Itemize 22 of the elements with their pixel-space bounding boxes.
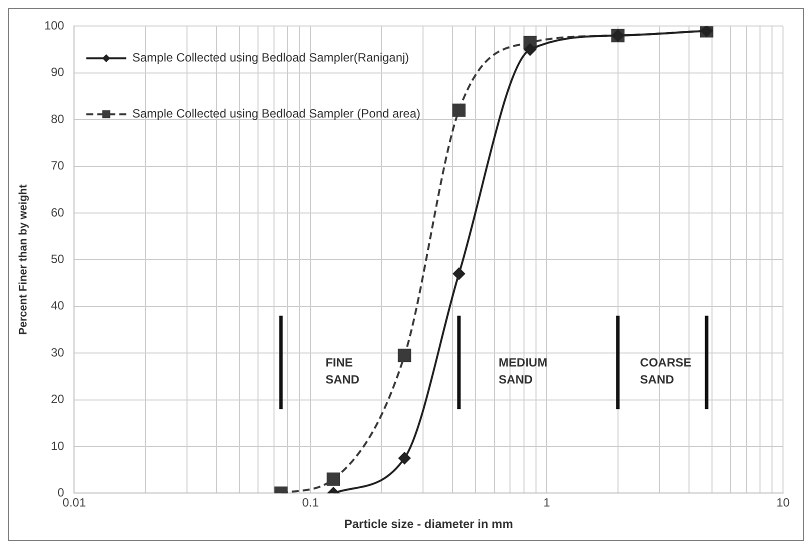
x-axis-title: Particle size - diameter in mm <box>344 517 513 532</box>
y-tick-label: 50 <box>50 252 65 266</box>
x-tick-label: 0.01 <box>62 496 86 510</box>
y-tick-label: 70 <box>50 158 65 173</box>
annotation: FINE SAND <box>325 356 360 387</box>
y-tick-label: 10 <box>50 438 65 453</box>
legend-label: Sample Collected using Bedload Sampler (Pond area) <box>132 106 420 121</box>
y-tick-label: 90 <box>50 65 65 80</box>
annotation: MEDIUM SAND <box>498 356 548 387</box>
annotation: COARSE SAND <box>640 356 692 387</box>
y-tick-label: 100 <box>44 18 65 33</box>
x-tick-label: 0.1 <box>302 496 320 510</box>
y-tick-label: 0 <box>58 486 65 500</box>
x-tick-label: 10 <box>776 496 790 510</box>
y-tick-label: 20 <box>50 392 65 406</box>
y-tick-label: 30 <box>50 345 65 360</box>
y-axis-title: Percent Finer than by weight <box>18 184 30 335</box>
y-tick-label: 80 <box>50 112 65 126</box>
y-tick-label: 40 <box>50 298 65 313</box>
legend-label: Sample Collected using Bedload Sampler(Raniganj) <box>132 50 410 65</box>
y-tick-label: 60 <box>50 205 65 220</box>
x-tick-label: 1 <box>543 496 550 510</box>
